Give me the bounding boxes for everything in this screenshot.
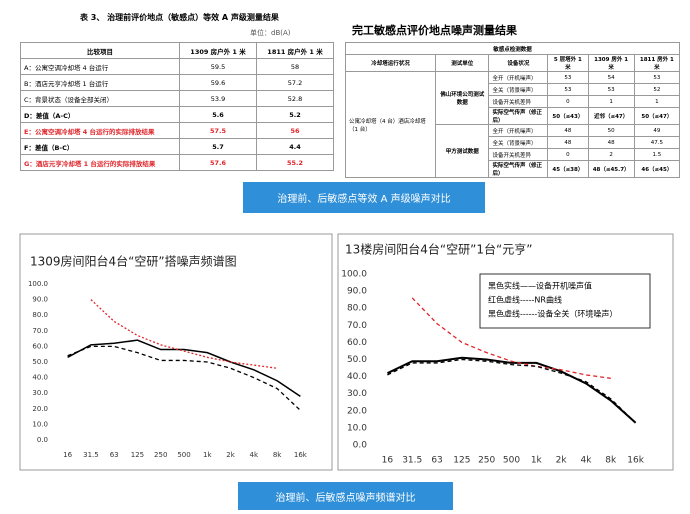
table-row: G：酒店元亨冷却塔 1 台运行的实际排放结果 57.6 55.2 (20, 154, 334, 171)
table-cell: 50（≤43） (547, 107, 589, 125)
y-tick-label: 100.0 (28, 280, 48, 288)
y-tick-label: 70.0 (32, 327, 48, 335)
y-tick-label: 90.0 (32, 296, 48, 304)
legend-entry: 黑色实线——设备开机噪声值 (488, 281, 592, 291)
charts: 1309房间阳台4台“空研”搭噪声频谱图 0.0 10.0 20.0 30.0 40.0 5… (19, 233, 674, 471)
x-tick-label: 31.5 (402, 456, 422, 466)
table-cell: 45（≤38） (547, 160, 589, 178)
x-tick-label: 16k (627, 456, 644, 466)
x-tick-label: 125 (453, 456, 470, 466)
table-cell: 55.2 (256, 154, 334, 171)
y-tick-label: 60.0 (32, 342, 48, 350)
right-table-title: 完工敏感点评价地点噪声测量结果 (352, 24, 517, 37)
y-tick-label: 60.0 (347, 338, 367, 348)
x-tick-label: 31.5 (83, 451, 99, 459)
table-row: B：酒店元亨冷却塔 1 台运行 59.6 57.2 (20, 74, 334, 91)
x-tick-label: 500 (177, 451, 190, 459)
unit-label: 单位：dB(A) (250, 29, 291, 37)
x-tick-label: 250 (478, 456, 495, 466)
right-table: 敏感点检测数据 冷却塔运行状况 测试单位 设备状况 5 层塔外 1 米 1309 房外 1… (344, 42, 681, 178)
chart-title: 13楼房间阳台4台“空研”1台“元亨” (345, 242, 532, 257)
y-tick-label: 0.0 (353, 441, 368, 451)
table-row: 设备开关机差异 0 2 1.5 (346, 148, 681, 161)
x-tick-label: 1k (531, 456, 543, 466)
x-tick-label: 63 (110, 451, 119, 459)
table-cell: 46（≤45） (633, 160, 681, 178)
header-row: 比较项目 1309 房户外 1 米 1811 房户外 1 米 (20, 42, 334, 59)
table-row: 实际空气传声（修正后） 45（≤38） 48（≤45.7） 46（≤45） (346, 160, 681, 178)
x-tick-label: 2k (226, 451, 235, 459)
left-table: 比较项目 1309 房户外 1 米 1811 房户外 1 米 A：公寓空调冷却塔 4 … (20, 42, 334, 171)
line (386, 356, 637, 424)
line (90, 299, 278, 369)
y-tick-label: 30.0 (32, 389, 48, 397)
table-row: A：公寓空调冷却塔 4 台运行 59.5 58 (20, 58, 334, 75)
x-tick-label: 1k (203, 451, 212, 459)
table-row: 实际空气传声（修正后） 50（≤43） 近邻（≤47） 50（≤47） (346, 107, 681, 125)
unit-cell: 佛山环境公司测试数据 (435, 71, 490, 125)
line (411, 297, 611, 379)
legend-entry: 黑色虚线------设备全关（环境噪声） (488, 309, 617, 319)
y-tick-label: 0.0 (37, 436, 48, 444)
x-tick-label: 4k (250, 451, 259, 459)
chart-frame (19, 233, 333, 471)
header-cell: 1811 房外 1 米 (633, 54, 681, 72)
line (387, 358, 637, 424)
table-row: 甲方测试数据 全开（开机噪声） 48 50 49 (346, 124, 681, 178)
y-tick-label: 30.0 (347, 389, 367, 399)
table-row: 设备开关机差异 0 1 1 (346, 95, 681, 108)
caption: 治理前、后敏感点噪声频谱对比 (238, 482, 453, 510)
group-label: 公寓冷却塔（4 台）酒店冷却塔（1 台） (344, 71, 437, 178)
chart-title: 1309房间阳台4台“空研”搭噪声频谱图 (30, 254, 237, 269)
table-row: 公寓冷却塔（4 台）酒店冷却塔（1 台） 佛山环境公司测试数据 全开（开机噪声） 53… (344, 71, 681, 178)
header-cell: 5 层塔外 1 米 (547, 54, 589, 72)
x-tick-label: 8k (605, 456, 617, 466)
table-cell: 0 (547, 95, 589, 108)
y-tick-label: 80.0 (347, 304, 367, 314)
y-tick-label: 50.0 (347, 355, 367, 365)
y-tick-label: 10.0 (32, 420, 48, 428)
x-tick-label: 16 (63, 451, 72, 459)
y-tick-label: 80.0 (32, 311, 48, 319)
y-tick-label: 40.0 (347, 372, 367, 382)
y-tick-label: 40.0 (32, 374, 48, 382)
chart-frame (337, 233, 674, 471)
y-tick-label: 10.0 (347, 423, 367, 433)
x-tick-label: 8k (273, 451, 282, 459)
table-row: E：公寓空调冷却塔 4 台运行的实际排放结果 57.5 56 (20, 122, 334, 139)
line (67, 345, 301, 411)
y-tick-label: 100.0 (341, 270, 367, 280)
unit-cell: 甲方测试数据 (435, 124, 490, 178)
x-tick-label: 16k (294, 451, 308, 459)
caption: 治理前、后敏感点等效 A 声级噪声对比 (243, 182, 485, 213)
y-tick-label: 20.0 (32, 405, 48, 413)
y-tick-label: 70.0 (347, 321, 367, 331)
header-row: 冷却塔运行状况 测试单位 设备状况 5 层塔外 1 米 1309 房外 1 米 1811 … (344, 54, 681, 72)
y-tick-label: 20.0 (347, 406, 367, 416)
left-table-title: 表 3、 治理前评价地点（敏感点）等效 A 声级测量结果 (80, 13, 279, 22)
y-tick-label: 50.0 (32, 358, 48, 366)
x-tick-label: 125 (131, 451, 144, 459)
x-tick-label: 2k (556, 456, 568, 466)
x-tick-label: 500 (503, 456, 520, 466)
x-tick-label: 63 (431, 456, 442, 466)
legend-box (479, 273, 651, 329)
y-tick-label: 90.0 (347, 287, 367, 297)
line (67, 339, 301, 397)
x-tick-label: 250 (154, 451, 167, 459)
table-row: C：背景状态（设备全部关闭） 53.9 52.8 (20, 90, 334, 107)
x-tick-label: 16 (382, 456, 394, 466)
x-tick-label: 4k (580, 456, 592, 466)
legend-entry: 红色虚线-----NR曲线 (488, 295, 562, 305)
